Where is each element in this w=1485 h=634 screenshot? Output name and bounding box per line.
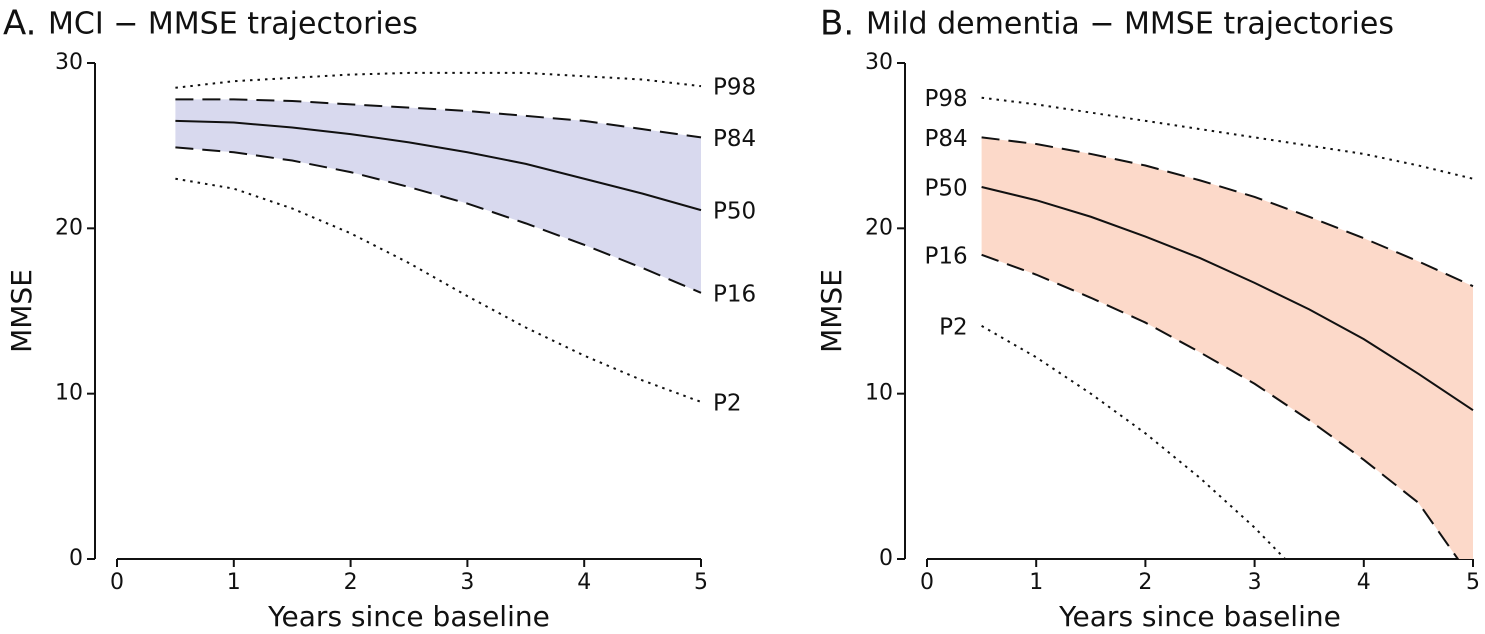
x-tick-label: 4 bbox=[1357, 570, 1371, 595]
series-line bbox=[175, 98, 702, 139]
series-line bbox=[981, 253, 1460, 559]
panel-label: A. bbox=[3, 4, 36, 44]
series-line bbox=[175, 177, 702, 403]
series-line bbox=[981, 96, 1474, 180]
x-tick-label: 1 bbox=[227, 570, 241, 595]
series-label: P2 bbox=[713, 390, 742, 416]
x-tick-label: 4 bbox=[577, 570, 591, 595]
x-tick-label: 3 bbox=[460, 570, 474, 595]
series-label: P50 bbox=[713, 199, 756, 225]
x-tick-label: 1 bbox=[1029, 570, 1043, 595]
x-axis-label: Years since baseline bbox=[1058, 600, 1341, 633]
y-tick-label: 20 bbox=[55, 215, 83, 240]
y-tick-label: 10 bbox=[55, 381, 83, 406]
y-axis-label: MMSE bbox=[815, 269, 848, 353]
x-tick-label: 0 bbox=[110, 570, 124, 595]
series-line bbox=[981, 136, 1474, 288]
y-tick-label: 20 bbox=[865, 215, 893, 240]
y-axis-label: MMSE bbox=[5, 269, 38, 353]
y-tick-label: 10 bbox=[865, 381, 893, 406]
plot-area bbox=[981, 96, 1474, 559]
x-tick-label: 5 bbox=[1466, 570, 1480, 595]
series-label: P84 bbox=[924, 126, 967, 152]
x-tick-label: 0 bbox=[920, 570, 934, 595]
band bbox=[175, 99, 701, 293]
x-axis-label: Years since baseline bbox=[267, 600, 550, 633]
series-line bbox=[175, 119, 702, 212]
series-label: P16 bbox=[924, 243, 967, 269]
series-label: P98 bbox=[713, 75, 756, 101]
series-label: P50 bbox=[924, 176, 967, 202]
series-label: P16 bbox=[713, 281, 756, 307]
y-tick-label: 30 bbox=[55, 50, 83, 75]
chart-title: MCI − MMSE trajectories bbox=[48, 7, 418, 42]
series-line bbox=[981, 186, 1474, 412]
y-tick-label: 30 bbox=[865, 50, 893, 75]
series-line bbox=[175, 71, 702, 89]
band bbox=[981, 137, 1473, 559]
chart-title: Mild dementia − MMSE trajectories bbox=[866, 7, 1394, 42]
y-tick-label: 0 bbox=[879, 546, 893, 571]
y-tick-label: 0 bbox=[69, 546, 83, 571]
panel-label: B. bbox=[820, 4, 854, 44]
plot-area bbox=[175, 71, 702, 403]
series-line bbox=[175, 146, 702, 294]
series-label: P84 bbox=[713, 126, 756, 152]
x-tick-label: 5 bbox=[694, 570, 708, 595]
series-label: P98 bbox=[924, 86, 967, 112]
series-label: P2 bbox=[939, 314, 968, 340]
x-tick-label: 2 bbox=[344, 570, 358, 595]
x-tick-label: 3 bbox=[1248, 570, 1262, 595]
x-tick-label: 2 bbox=[1138, 570, 1152, 595]
